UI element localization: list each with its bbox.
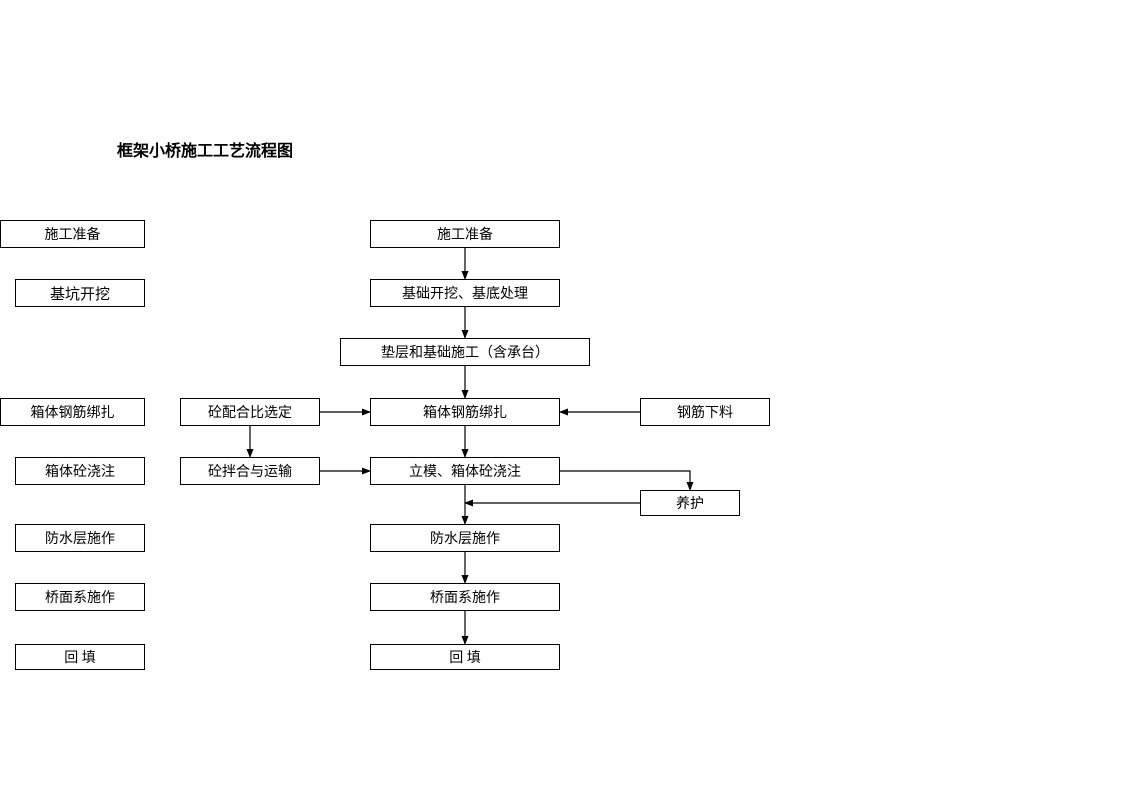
node-l3: 箱体钢筋绑扎 <box>0 398 145 426</box>
node-l4: 箱体砼浇注 <box>15 457 145 485</box>
node-c5: 立模、箱体砼浇注 <box>370 457 560 485</box>
node-l1: 施工准备 <box>0 220 145 248</box>
diagram-title: 框架小桥施工工艺流程图 <box>117 137 293 161</box>
node-c1: 施工准备 <box>370 220 560 248</box>
node-c3: 垫层和基础施工（含承台） <box>340 338 590 366</box>
node-l7: 回 填 <box>15 644 145 670</box>
node-s3: 钢筋下料 <box>640 398 770 426</box>
node-s4: 养护 <box>640 490 740 516</box>
flowchart-canvas: 框架小桥施工工艺流程图 施工准备基坑开挖箱体钢筋绑扎箱体砼浇注防水层施作桥面系施… <box>0 0 1123 794</box>
edge-11 <box>560 471 690 490</box>
node-c7: 桥面系施作 <box>370 583 560 611</box>
edges-layer <box>0 0 1123 794</box>
node-l5: 防水层施作 <box>15 524 145 552</box>
node-c2: 基础开挖、基底处理 <box>370 279 560 307</box>
node-l2: 基坑开挖 <box>15 279 145 307</box>
node-s1: 砼配合比选定 <box>180 398 320 426</box>
node-s2: 砼拌合与运输 <box>180 457 320 485</box>
node-c6: 防水层施作 <box>370 524 560 552</box>
node-c4: 箱体钢筋绑扎 <box>370 398 560 426</box>
node-l6: 桥面系施作 <box>15 583 145 611</box>
node-c8: 回 填 <box>370 644 560 670</box>
